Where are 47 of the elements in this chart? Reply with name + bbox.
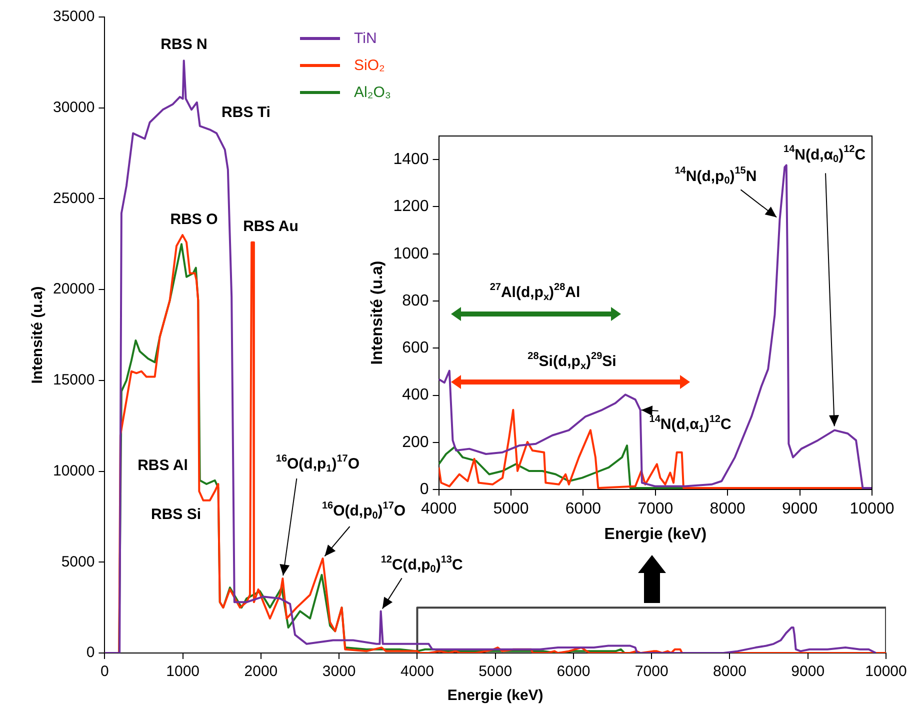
y-tick-label: 0	[86, 644, 95, 662]
x-tick-label: 4000	[400, 663, 434, 680]
y-tick-label: 1200	[393, 198, 429, 216]
y-tick-label: 20000	[52, 280, 95, 298]
y-tick-label: 25000	[52, 190, 95, 207]
x-axis-title: Energie (keV)	[447, 687, 544, 704]
x-tick-label: 10000	[865, 663, 907, 680]
x-tick-label: 10000	[850, 500, 894, 518]
x-tick-label: 6000	[556, 663, 590, 680]
y-tick-label: 10000	[52, 462, 95, 480]
x-axis-title: Energie (keV)	[604, 526, 707, 543]
x-tick-label: 9000	[782, 500, 818, 518]
x-tick-label: 0	[100, 663, 109, 680]
x-tick-label: 8000	[713, 663, 746, 680]
y-tick-label: 1000	[393, 245, 429, 262]
x-tick-label: 4000	[420, 500, 457, 518]
y-tick-label: 1400	[393, 150, 429, 168]
y-tick-label: 30000	[52, 99, 95, 116]
y-tick-label: 0	[420, 481, 429, 498]
x-tick-label: 7000	[638, 500, 674, 518]
x-tick-label: 1000	[166, 663, 200, 680]
annotation: RBS Ti	[222, 104, 270, 122]
y-axis-title: Intensité (u.a)	[29, 286, 46, 384]
x-tick-label: 8000	[710, 500, 746, 518]
annotation: RBS Au	[243, 218, 298, 236]
annotation: RBS Si	[150, 506, 202, 524]
x-tick-label: 9000	[791, 663, 825, 680]
annotation: RBS N	[160, 36, 208, 54]
y-axis-title: Intensité (u.a)	[369, 260, 386, 365]
x-tick-label: 7000	[634, 663, 668, 680]
y-tick-label: 600	[402, 340, 429, 357]
annotation: RBS O	[170, 211, 218, 228]
x-tick-label: 2000	[244, 663, 278, 680]
y-tick-label: 5000	[61, 553, 95, 570]
y-tick-label: 35000	[52, 8, 95, 26]
x-tick-label: 6000	[565, 500, 602, 518]
x-tick-label: 5000	[478, 663, 512, 680]
x-tick-label: 3000	[322, 663, 356, 680]
y-tick-label: 200	[402, 434, 429, 451]
x-tick-label: 5000	[493, 500, 529, 518]
legend-label: SiO₂	[354, 57, 385, 74]
legend-label: Al₂O₃	[354, 84, 391, 101]
y-tick-label: 400	[402, 386, 429, 404]
y-tick-label: 15000	[52, 372, 95, 389]
y-tick-label: 800	[402, 292, 429, 310]
annotation: RBS Al	[138, 457, 188, 474]
legend-label: TiN	[354, 30, 377, 47]
